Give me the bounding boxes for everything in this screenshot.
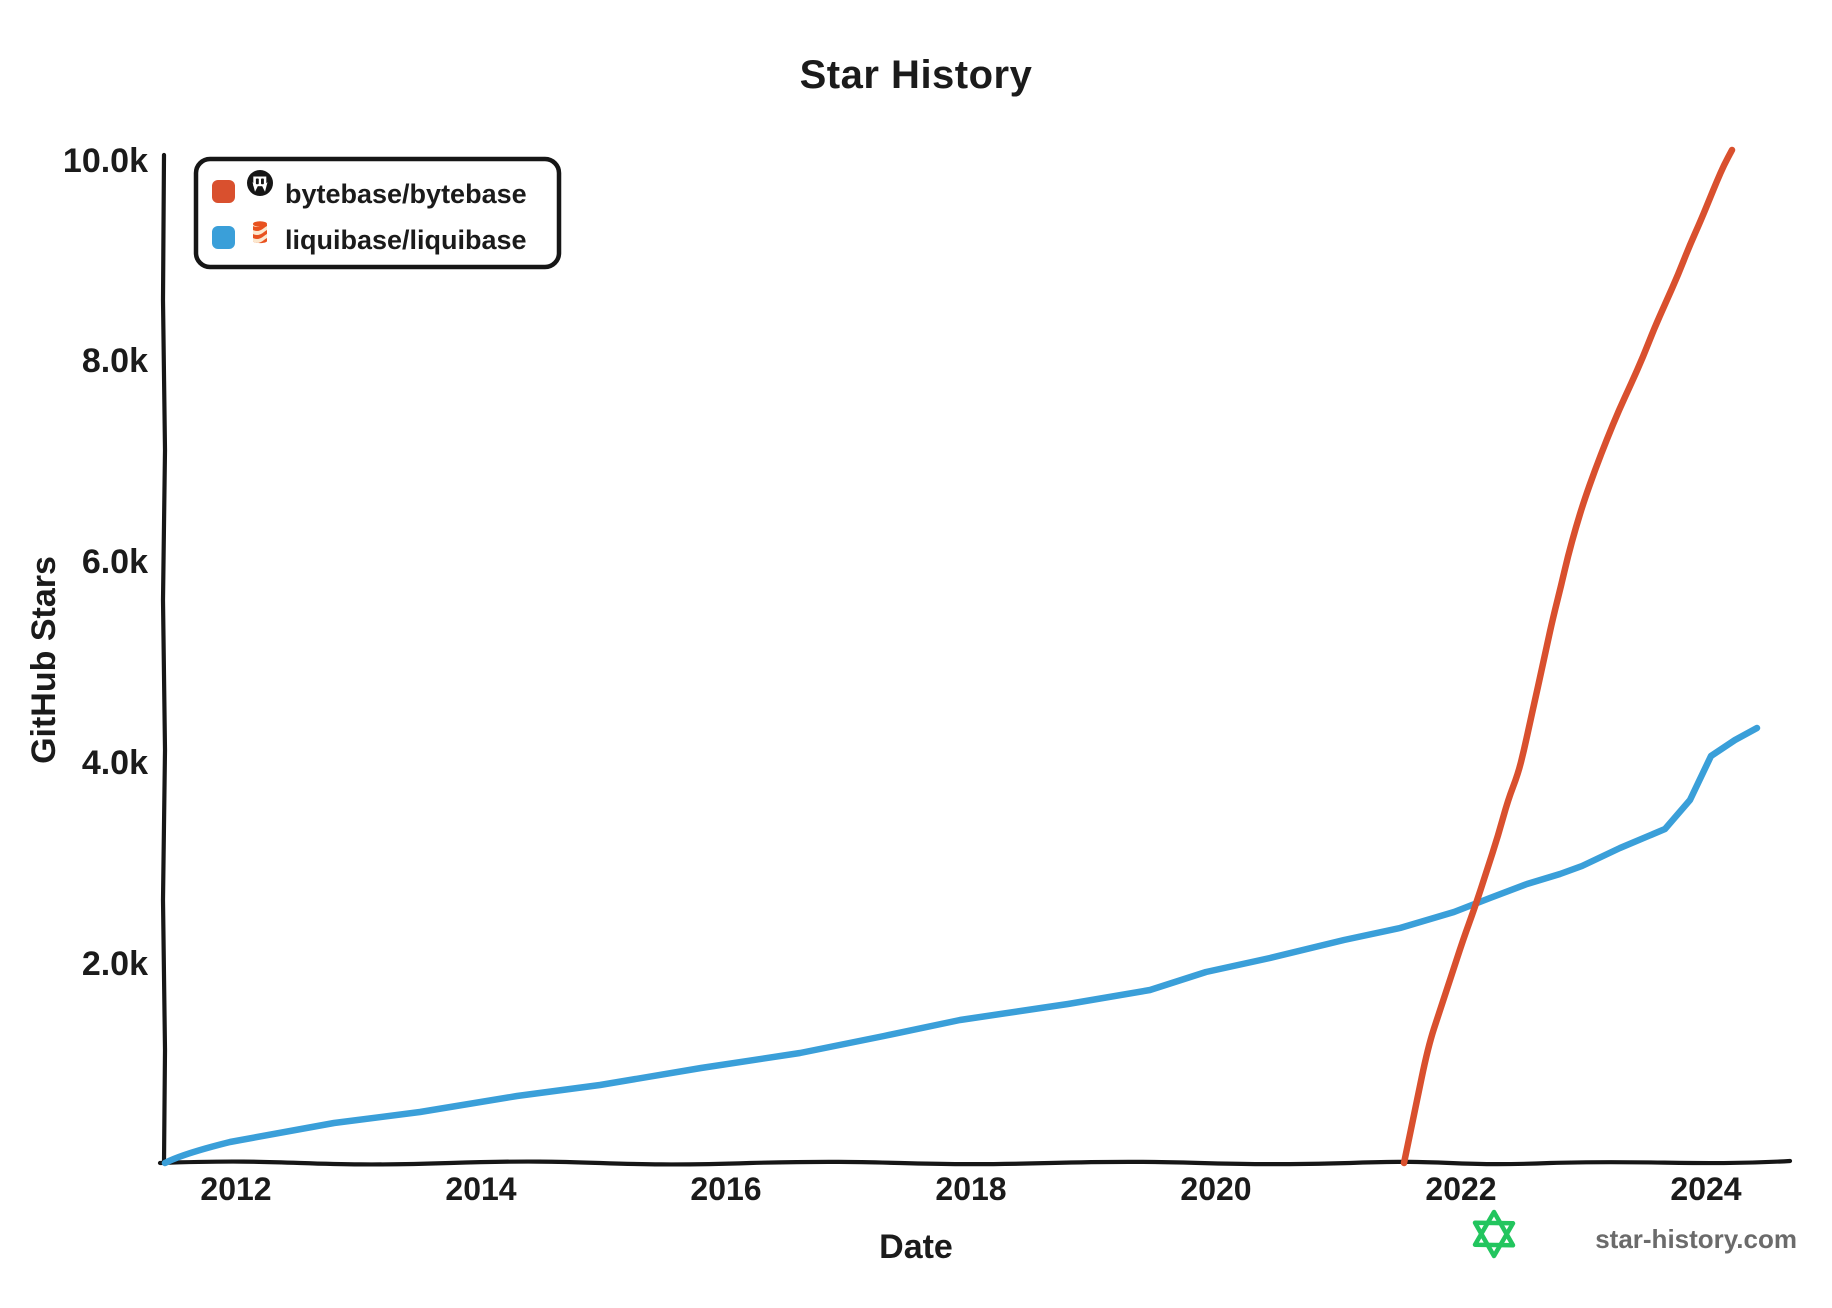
svg-text:2024: 2024	[1670, 1171, 1741, 1207]
svg-text:liquibase/liquibase: liquibase/liquibase	[285, 225, 527, 255]
svg-text:2022: 2022	[1425, 1171, 1496, 1207]
svg-text:GitHub Stars: GitHub Stars	[25, 556, 63, 764]
svg-text:2016: 2016	[690, 1171, 761, 1207]
svg-text:2.0k: 2.0k	[82, 945, 148, 983]
svg-text:Date: Date	[879, 1228, 953, 1266]
svg-text:10.0k: 10.0k	[63, 142, 148, 180]
svg-text:star-history.com: star-history.com	[1595, 1224, 1797, 1254]
svg-text:6.0k: 6.0k	[82, 543, 148, 581]
svg-text:8.0k: 8.0k	[82, 342, 148, 380]
svg-text:2012: 2012	[200, 1171, 271, 1207]
svg-text:2020: 2020	[1180, 1171, 1251, 1207]
svg-text:2018: 2018	[935, 1171, 1006, 1207]
svg-text:bytebase/bytebase: bytebase/bytebase	[285, 179, 527, 209]
svg-text:2014: 2014	[445, 1171, 516, 1207]
svg-text:Star History: Star History	[800, 53, 1033, 97]
svg-text:4.0k: 4.0k	[82, 744, 148, 782]
